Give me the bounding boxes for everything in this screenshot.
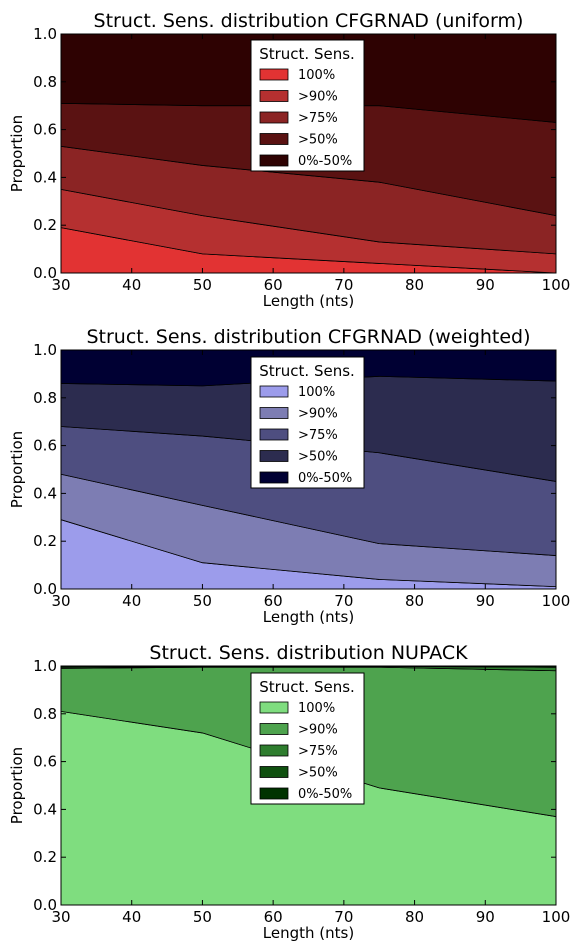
- x-tick-label: 30: [51, 592, 70, 610]
- x-axis-label: Length (nts): [263, 292, 354, 310]
- y-axis-label: Proportion: [8, 431, 26, 508]
- legend-title: Struct. Sens.: [259, 362, 355, 380]
- legend-swatch: [259, 90, 289, 102]
- legend-box: [250, 672, 365, 805]
- legend-label: 100%: [298, 701, 335, 716]
- legend-label: >50%: [298, 133, 338, 148]
- y-tick-label: 0.6: [33, 121, 57, 139]
- legend-label: >50%: [298, 766, 338, 781]
- x-tick-label: 30: [51, 276, 70, 294]
- legend-label: >90%: [298, 723, 338, 738]
- legend-swatch: [259, 428, 289, 441]
- x-tick-label: 60: [264, 276, 283, 294]
- x-axis-label: Length (nts): [263, 924, 354, 942]
- x-tick-label: 80: [405, 592, 424, 610]
- x-tick-label: 60: [264, 592, 283, 610]
- x-tick-label: 80: [405, 908, 424, 926]
- y-tick-label: 1.0: [33, 657, 57, 675]
- legend-title: Struct. Sens.: [259, 45, 355, 63]
- y-tick-label: 0.2: [33, 848, 57, 866]
- x-tick-label: 40: [122, 592, 141, 610]
- legend-swatch: [259, 723, 289, 735]
- x-tick-label: 30: [51, 908, 70, 926]
- x-tick-label: 60: [264, 908, 283, 926]
- legend-swatch: [259, 385, 289, 398]
- y-tick-label: 0.8: [33, 389, 57, 407]
- x-tick-label: 100: [542, 276, 571, 294]
- legend-box: [250, 356, 365, 489]
- y-tick-label: 0.0: [33, 580, 57, 598]
- legend-label: 0%-50%: [298, 471, 352, 486]
- chart-title: Struct. Sens. distribution CFGRNAD (weig…: [86, 326, 530, 348]
- y-tick-label: 0.4: [33, 800, 57, 818]
- y-tick-label: 0.2: [33, 216, 57, 234]
- legend-label: >75%: [298, 428, 338, 443]
- legend-label: 100%: [298, 68, 335, 83]
- x-tick-label: 80: [405, 276, 424, 294]
- y-tick-label: 0.0: [33, 896, 57, 914]
- y-tick-label: 0.6: [33, 437, 57, 455]
- chart-title: Struct. Sens. distribution CFGRNAD (unif…: [94, 10, 524, 32]
- chart-title: Struct. Sens. distribution NUPACK: [149, 642, 468, 664]
- plot-frame: [60, 665, 557, 906]
- legend-swatch: [259, 787, 289, 800]
- legend-label: 0%-50%: [298, 154, 352, 169]
- x-tick-label: 70: [334, 592, 353, 610]
- legend-label: 100%: [298, 385, 335, 400]
- x-tick-label: 100: [542, 908, 571, 926]
- y-tick-label: 0.4: [33, 484, 57, 502]
- x-tick-label: 90: [476, 908, 495, 926]
- legend-label: >75%: [298, 111, 338, 126]
- legend-label: 0%-50%: [298, 787, 352, 802]
- chart-panel-2: 30 40 50 60 70 80 90 100 0.0 0.2 0.4 0.6 0.8 1.0 Struc…: [8, 326, 570, 626]
- plot-frame: [60, 33, 557, 274]
- x-tick-label: 100: [542, 592, 571, 610]
- legend-swatch: [259, 154, 289, 167]
- x-tick-label: 90: [476, 592, 495, 610]
- chart-panel-3: 30 40 50 60 70 80 90 100 0.0 0.2 0.4 0.6 0.8 1.0 Struc…: [8, 642, 570, 942]
- legend: Struct. Sens. 100% >90% >75% >50% 0%-50%: [250, 672, 365, 805]
- x-tick-label: 40: [122, 908, 141, 926]
- x-tick-label: 90: [476, 276, 495, 294]
- y-tick-label: 0.6: [33, 753, 57, 771]
- legend-swatch: [259, 450, 289, 462]
- x-tick-label: 50: [193, 908, 212, 926]
- y-tick-label: 0.2: [33, 532, 57, 550]
- legend-swatch: [259, 744, 289, 757]
- legend-label: >50%: [298, 450, 338, 465]
- x-tick-label: 50: [193, 276, 212, 294]
- legend: Struct. Sens. 100% >90% >75% >50% 0%-50%: [250, 39, 365, 172]
- legend-swatch: [259, 766, 289, 778]
- y-axis-label: Proportion: [8, 747, 26, 824]
- legend-label: >75%: [298, 744, 338, 759]
- legend-swatch: [259, 407, 289, 419]
- legend-title: Struct. Sens.: [259, 678, 355, 696]
- y-axis-label: Proportion: [8, 115, 26, 192]
- x-tick-label: 70: [334, 276, 353, 294]
- legend: Struct. Sens. 100% >90% >75% >50% 0%-50%: [250, 356, 365, 489]
- y-tick-label: 0.8: [33, 73, 57, 91]
- y-tick-label: 1.0: [33, 25, 57, 43]
- x-tick-label: 40: [122, 276, 141, 294]
- legend-swatch: [259, 68, 289, 81]
- legend-label: >90%: [298, 90, 338, 105]
- chart-panel-1: 30 40 50 60 70 80 90 100 0.0 0.2 0.4 0.6 0.8 1.0 Struc…: [8, 10, 570, 310]
- legend-swatch: [259, 111, 289, 124]
- y-tick-label: 0.0: [33, 264, 57, 282]
- y-tick-label: 1.0: [33, 341, 57, 359]
- legend-swatch: [259, 133, 289, 145]
- legend-box: [250, 39, 365, 172]
- x-tick-label: 70: [334, 908, 353, 926]
- legend-swatch: [259, 471, 289, 484]
- y-tick-label: 0.8: [33, 705, 57, 723]
- legend-swatch: [259, 701, 289, 714]
- plot-frame: [60, 349, 557, 590]
- y-tick-label: 0.4: [33, 168, 57, 186]
- x-tick-label: 50: [193, 592, 212, 610]
- x-axis-label: Length (nts): [263, 608, 354, 626]
- legend-label: >90%: [298, 407, 338, 422]
